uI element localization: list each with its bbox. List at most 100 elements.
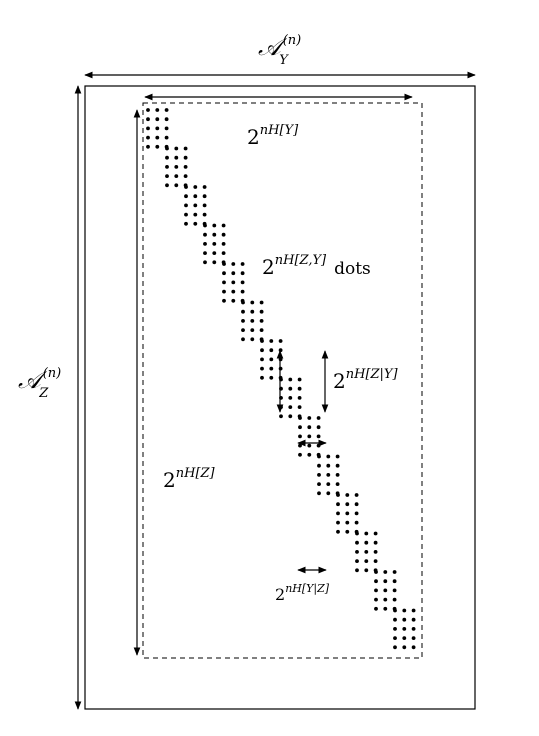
dot — [326, 473, 330, 477]
dot — [269, 358, 273, 362]
dot — [412, 618, 416, 622]
dot — [203, 251, 207, 255]
dot — [184, 165, 188, 169]
dot — [165, 183, 169, 187]
dot — [317, 425, 321, 429]
dot — [345, 521, 349, 525]
cond-yz-label: 2nH[Y|Z] — [275, 582, 330, 604]
dot — [184, 204, 188, 208]
dot — [203, 194, 207, 198]
dot — [317, 444, 321, 448]
dot — [203, 260, 207, 264]
dot — [345, 512, 349, 516]
dot — [298, 405, 302, 409]
dot — [269, 376, 273, 380]
dot — [174, 165, 178, 169]
dot — [307, 444, 311, 448]
dot — [393, 579, 397, 583]
dot — [155, 126, 159, 130]
dot — [231, 281, 235, 285]
dot — [222, 271, 226, 275]
dot — [184, 147, 188, 151]
dot — [374, 598, 378, 602]
dot — [203, 204, 207, 208]
dot — [146, 108, 150, 112]
dot — [174, 174, 178, 178]
dot — [355, 532, 359, 536]
dot — [402, 627, 406, 631]
dot — [279, 378, 283, 382]
dot — [412, 636, 416, 640]
dot — [193, 222, 197, 226]
dot — [317, 482, 321, 486]
dot — [165, 147, 169, 151]
dot — [203, 224, 207, 228]
dot — [146, 117, 150, 121]
dot — [317, 416, 321, 420]
dot — [383, 589, 387, 593]
dot — [298, 444, 302, 448]
dot — [317, 464, 321, 468]
dot — [222, 262, 226, 266]
dot — [155, 136, 159, 140]
dot — [393, 589, 397, 593]
dot — [364, 559, 368, 563]
dot — [165, 126, 169, 130]
dot — [212, 233, 216, 237]
dot — [250, 310, 254, 314]
dot — [184, 174, 188, 178]
dot — [374, 559, 378, 563]
dot — [393, 636, 397, 640]
dot — [146, 145, 150, 149]
dot — [269, 348, 273, 352]
dot — [412, 645, 416, 649]
dot — [260, 339, 264, 343]
dot — [383, 579, 387, 583]
dot — [307, 453, 311, 457]
dot — [279, 405, 283, 409]
dot — [279, 414, 283, 418]
dot — [374, 550, 378, 554]
dot — [193, 194, 197, 198]
dot — [212, 251, 216, 255]
dot — [260, 310, 264, 314]
dot — [279, 339, 283, 343]
dot — [222, 299, 226, 303]
dot — [298, 425, 302, 429]
dot — [326, 482, 330, 486]
dot — [317, 455, 321, 459]
dot — [317, 491, 321, 495]
dot — [241, 310, 245, 314]
dot — [383, 607, 387, 611]
dot — [412, 627, 416, 631]
dot — [212, 224, 216, 228]
dot — [279, 348, 283, 352]
dot — [288, 387, 292, 391]
dot — [383, 570, 387, 574]
dot — [355, 512, 359, 516]
dot — [184, 222, 188, 226]
dot — [260, 367, 264, 371]
dot — [364, 550, 368, 554]
dot — [203, 213, 207, 217]
dot — [336, 502, 340, 506]
dot — [393, 645, 397, 649]
dot — [317, 435, 321, 439]
dot — [184, 185, 188, 189]
set-y-label: 𝒜 (n) Y — [258, 33, 301, 68]
dot — [288, 396, 292, 400]
dot — [269, 367, 273, 371]
dot — [345, 502, 349, 506]
set-z-label: 𝒜 (n) Z — [18, 366, 61, 401]
dot — [355, 521, 359, 525]
dot — [222, 224, 226, 228]
dot — [336, 473, 340, 477]
dot — [298, 396, 302, 400]
dot — [212, 242, 216, 246]
dot — [203, 233, 207, 237]
dot — [250, 319, 254, 323]
joint-label: 2nH[Z,Y] dots — [262, 253, 371, 279]
dot — [298, 378, 302, 382]
dot — [260, 319, 264, 323]
dot — [402, 618, 406, 622]
